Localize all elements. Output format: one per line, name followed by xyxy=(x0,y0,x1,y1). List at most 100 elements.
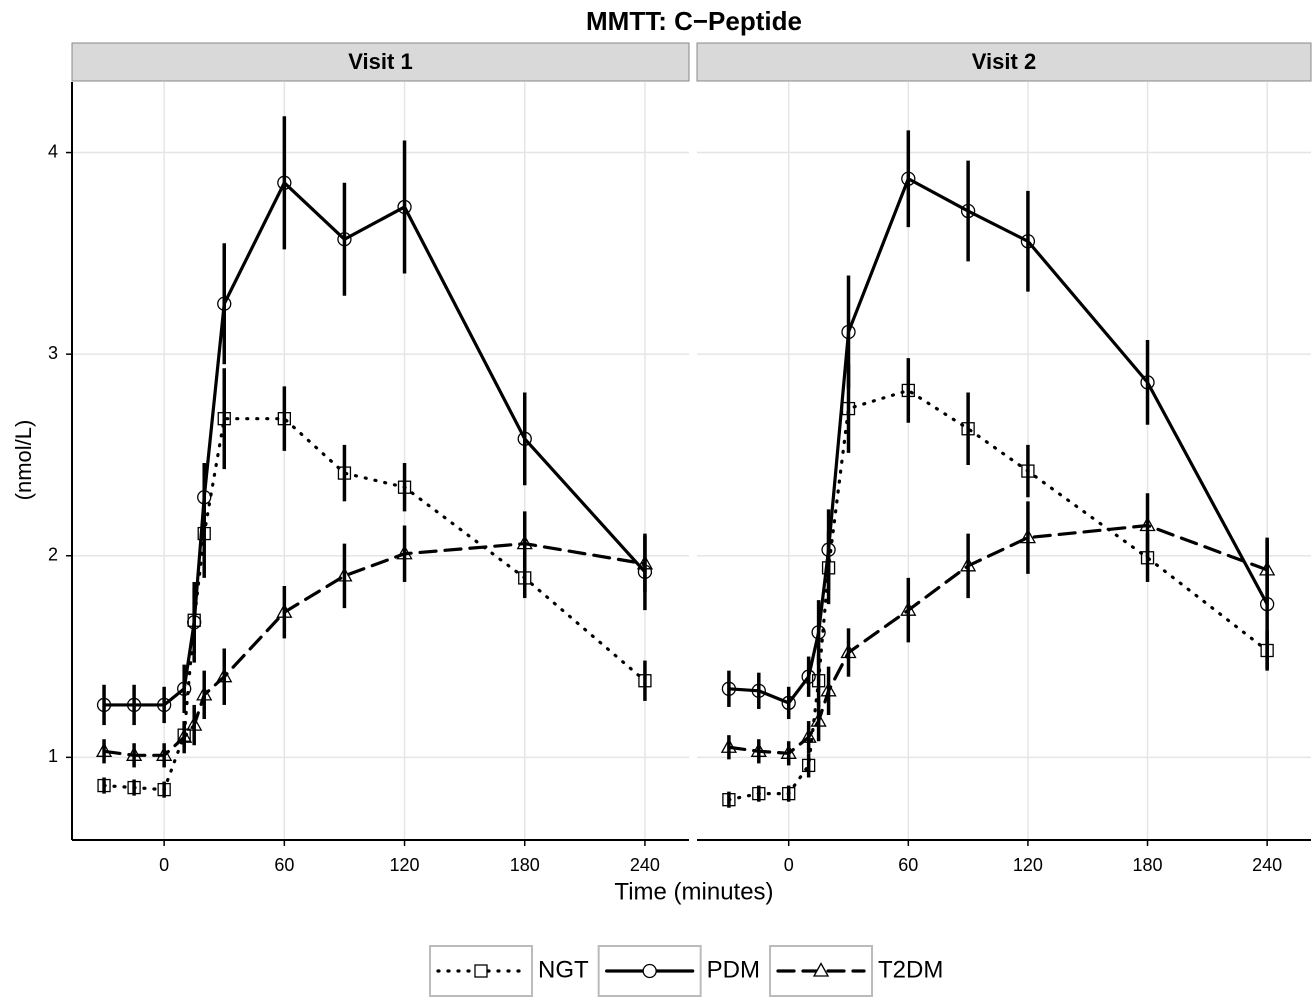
point xyxy=(96,697,112,713)
point xyxy=(801,669,816,684)
series-line xyxy=(727,523,1269,755)
point xyxy=(337,232,352,247)
point xyxy=(197,490,212,505)
point xyxy=(722,793,736,807)
chart-title: MMTT: C−Peptide xyxy=(586,6,802,36)
series xyxy=(721,130,1275,720)
point xyxy=(1019,528,1037,544)
x-tick-label: 60 xyxy=(898,855,918,875)
point xyxy=(397,199,412,215)
point xyxy=(721,681,737,696)
point xyxy=(780,744,797,759)
point xyxy=(95,742,113,757)
point xyxy=(810,712,827,727)
point xyxy=(276,603,293,618)
strip xyxy=(696,42,1312,82)
point xyxy=(216,667,233,683)
point xyxy=(127,780,141,795)
point xyxy=(901,171,916,186)
point xyxy=(1140,375,1155,390)
x-tick-label: 0 xyxy=(159,855,169,875)
point xyxy=(820,681,837,697)
point xyxy=(960,556,977,572)
point xyxy=(840,643,857,659)
strip xyxy=(71,42,690,82)
point xyxy=(156,697,172,713)
point xyxy=(336,567,353,582)
legend-marker xyxy=(642,963,657,979)
series-line xyxy=(102,417,647,792)
x-tick-label: 120 xyxy=(390,855,420,875)
point xyxy=(781,695,796,711)
series xyxy=(95,511,654,768)
series-line xyxy=(102,180,647,707)
point xyxy=(1259,561,1276,576)
point xyxy=(720,738,738,753)
point xyxy=(751,683,766,698)
y-axis-label: (nmol/L) xyxy=(11,420,36,501)
point xyxy=(1021,464,1035,478)
y-tick-label: 1 xyxy=(48,746,58,766)
x-axis-label: Time (minutes) xyxy=(614,878,773,905)
point xyxy=(217,412,231,426)
x-tick-label: 180 xyxy=(510,855,540,875)
legend-label: T2DM xyxy=(878,956,943,983)
point xyxy=(125,746,143,761)
point xyxy=(517,431,532,446)
y-tick-label: 2 xyxy=(48,545,58,565)
point xyxy=(396,544,413,560)
point xyxy=(397,480,412,494)
strip-title: Visit 1 xyxy=(348,49,412,74)
point xyxy=(811,625,826,640)
x-tick-label: 240 xyxy=(1252,855,1282,875)
point xyxy=(187,615,202,630)
point xyxy=(901,383,915,398)
series xyxy=(720,493,1276,766)
legend-marker xyxy=(812,962,830,977)
legend-label: NGT xyxy=(538,956,589,983)
point xyxy=(516,534,533,550)
x-tick-label: 0 xyxy=(784,855,794,875)
point xyxy=(1020,234,1036,249)
point xyxy=(176,728,193,743)
point xyxy=(277,412,291,426)
point xyxy=(1139,516,1156,532)
point xyxy=(177,681,192,696)
point xyxy=(277,175,292,190)
point xyxy=(752,786,766,801)
point xyxy=(750,742,767,757)
point xyxy=(782,786,796,801)
series-line xyxy=(102,542,647,757)
point xyxy=(811,674,826,688)
point xyxy=(841,324,856,340)
point xyxy=(800,728,817,743)
x-tick-label: 60 xyxy=(274,855,294,875)
y-tick-label: 3 xyxy=(48,343,58,363)
point xyxy=(157,782,171,797)
point xyxy=(636,554,654,570)
strip-title: Visit 2 xyxy=(972,49,1036,74)
point xyxy=(126,697,142,713)
legend-marker xyxy=(474,964,488,978)
point xyxy=(900,601,917,616)
point xyxy=(960,203,976,219)
point xyxy=(186,716,203,731)
point xyxy=(97,778,111,793)
series xyxy=(97,368,652,798)
x-tick-label: 240 xyxy=(630,855,660,875)
legend-label: PDM xyxy=(707,956,760,983)
point xyxy=(961,422,975,436)
point xyxy=(337,466,352,480)
series-line xyxy=(727,176,1269,705)
point xyxy=(156,746,173,761)
y-tick-label: 4 xyxy=(48,141,58,161)
point xyxy=(801,758,816,773)
x-tick-label: 120 xyxy=(1013,855,1043,875)
point xyxy=(821,542,836,557)
point xyxy=(638,674,652,688)
x-tick-label: 180 xyxy=(1133,855,1163,875)
point xyxy=(196,686,213,701)
point xyxy=(217,296,232,311)
series xyxy=(96,116,653,726)
